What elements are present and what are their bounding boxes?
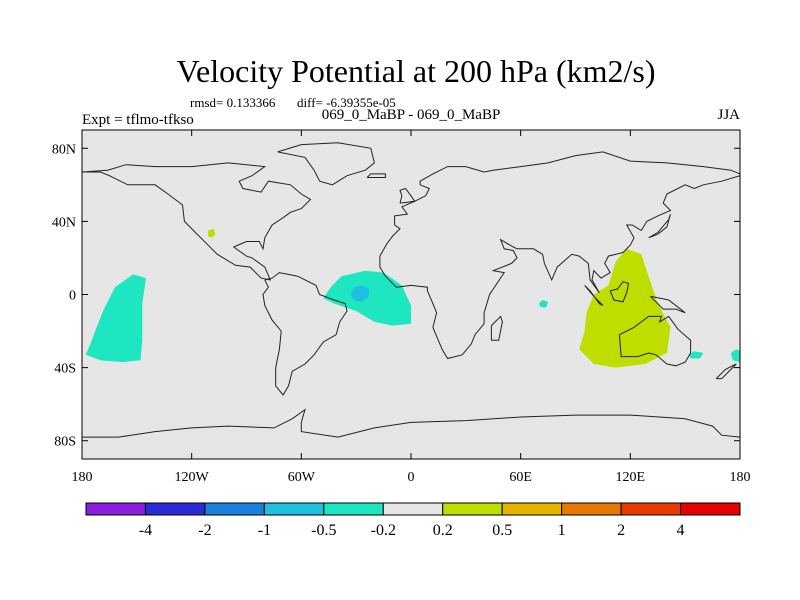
colorbar-level-label: -0.2 xyxy=(371,522,396,539)
coastline-sumatra xyxy=(584,285,604,306)
coastline-layer xyxy=(82,142,740,438)
x-tick-label: 180 xyxy=(72,470,93,485)
left-label: Expt = tflmo-tfkso xyxy=(82,112,194,128)
y-axis: 80N 40N 0 40S 80S xyxy=(52,142,740,450)
x-tick-label: 120W xyxy=(175,470,210,485)
right-label: JJA xyxy=(717,107,740,123)
y-tick-label: 40N xyxy=(52,215,76,230)
y-tick-label: 40S xyxy=(54,362,76,377)
colorbar-level-label: 4 xyxy=(677,522,685,539)
coastline-iceland xyxy=(366,173,386,178)
colorbar-level-label: 2 xyxy=(617,522,625,539)
contour-fill-layer xyxy=(85,228,740,368)
colorbar-level-label: -2 xyxy=(198,522,211,539)
x-tick-label: 60E xyxy=(509,470,532,485)
colorbar-swatch xyxy=(620,502,682,516)
x-tick-label: 0 xyxy=(408,470,415,485)
colorbar-level-label: 1 xyxy=(558,522,566,539)
contour-region-indian-ocean-spot xyxy=(538,300,549,308)
rmsd-text: rmsd= 0.133366 xyxy=(190,95,276,110)
coastline-north-america xyxy=(82,162,312,281)
contour-region-south-pacific-spot xyxy=(688,351,704,359)
colorbar-swatch xyxy=(144,502,206,516)
chart-title: Velocity Potential at 200 hPa (km2/s) xyxy=(176,53,655,89)
y-tick-label: 80S xyxy=(54,435,76,450)
contour-region-indonesia-positive xyxy=(579,248,671,368)
coastline-australia xyxy=(618,315,692,367)
coastline-madagascar xyxy=(490,315,503,341)
coastline-greenland xyxy=(277,142,375,186)
x-axis: 180 120W 60W 0 60E 120E 180 xyxy=(72,130,751,485)
colorbar-swatch xyxy=(85,502,146,516)
colorbar-swatch xyxy=(561,502,622,516)
colorbar-swatch xyxy=(323,502,384,516)
colorbar-level-label: 0.5 xyxy=(492,522,512,539)
colorbar: -4 -2 -1 -0.5 -0.2 0.2 0.5 1 2 4 xyxy=(85,502,741,539)
colorbar-level-label: -0.5 xyxy=(311,522,336,539)
contour-region-central-pacific-negative xyxy=(85,274,146,363)
colorbar-swatch xyxy=(442,502,503,516)
colorbar-level-label: 0.2 xyxy=(433,522,453,539)
coastline-afro-eurasia xyxy=(379,151,740,360)
colorbar-swatch xyxy=(680,502,741,516)
coastline-british-isles xyxy=(399,187,416,204)
coastline-south-america xyxy=(262,272,348,396)
x-tick-label: 120E xyxy=(616,470,646,485)
colorbar-swatch xyxy=(204,502,265,516)
coastline-antarctica xyxy=(82,408,740,438)
coastline-borneo xyxy=(609,281,630,303)
colorbar-swatch xyxy=(382,502,444,516)
colorbar-swatch xyxy=(263,502,325,516)
contour-region-atlantic-core xyxy=(350,285,369,302)
colorbar-swatch xyxy=(501,502,563,516)
colorbar-level-label: -1 xyxy=(258,522,271,539)
center-label: 069_0_MaBP - 069_0_MaBP xyxy=(322,107,501,123)
x-tick-label: 60W xyxy=(288,470,316,485)
colorbar-level-label: -4 xyxy=(139,522,152,539)
contour-region-dateline-spot xyxy=(730,349,740,363)
contour-region-mexico-spot xyxy=(208,228,216,238)
y-tick-label: 80N xyxy=(52,142,76,157)
y-tick-label: 0 xyxy=(69,289,76,304)
contour-region-atlantic-negative xyxy=(323,270,411,326)
coastline-new-guinea xyxy=(650,295,686,314)
diff-text: diff= -6.39355e-05 xyxy=(297,95,396,110)
coastline-new-zealand xyxy=(715,363,737,380)
x-tick-label: 180 xyxy=(730,470,751,485)
coastline-japan xyxy=(648,213,671,239)
